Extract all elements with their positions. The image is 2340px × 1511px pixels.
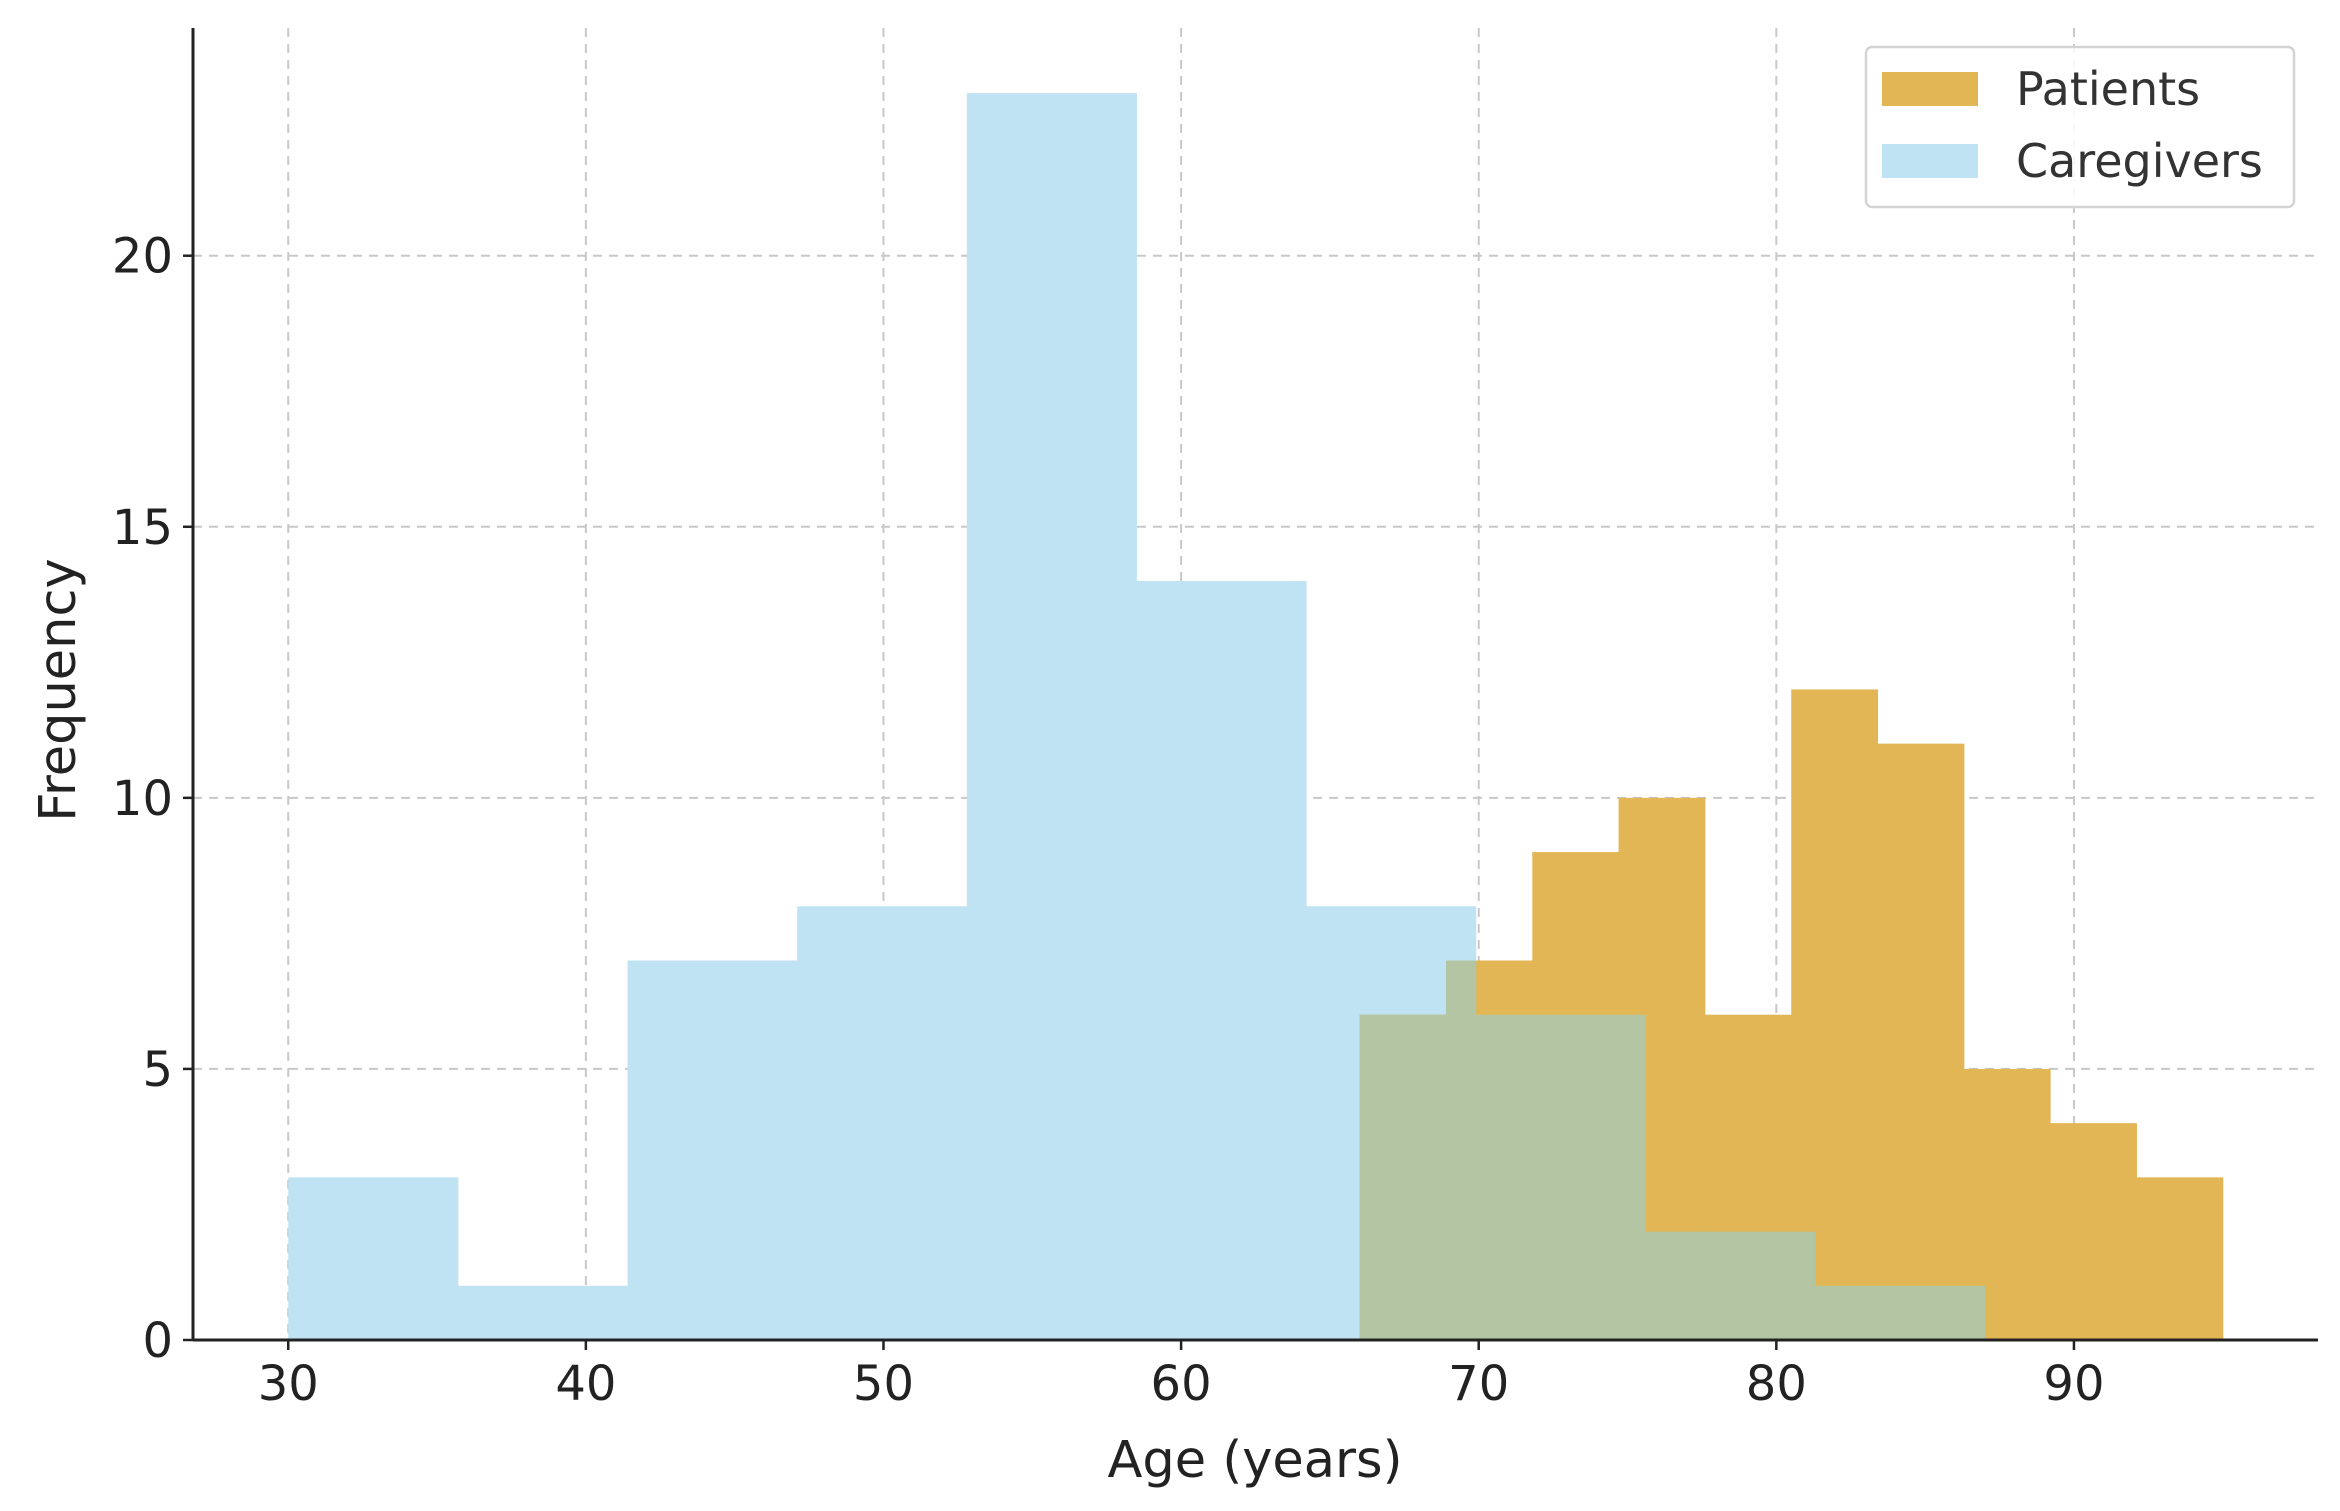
y-tick-label: 15	[112, 500, 173, 556]
overlap-bar	[1359, 1014, 1447, 1340]
legend-swatch	[1882, 72, 1978, 106]
legend: Patients Caregivers	[1864, 45, 2296, 209]
overlap-bar	[1475, 1014, 1533, 1340]
y-axis-title: Frequency	[29, 558, 88, 821]
overlap-bar	[1645, 1231, 1706, 1340]
x-tick-label: 80	[1746, 1356, 1807, 1412]
histogram-bar	[457, 1285, 629, 1340]
axes	[191, 28, 2318, 1342]
histogram-bar	[627, 960, 798, 1340]
y-tick-label: 5	[142, 1042, 173, 1098]
histogram-bar	[1877, 743, 1965, 1340]
x-tick-label: 30	[258, 1356, 319, 1412]
histogram-bars	[288, 93, 2224, 1340]
histogram-bar	[288, 1177, 459, 1340]
overlap-bar	[1877, 1285, 1965, 1340]
x-tick-label: 70	[1448, 1356, 1509, 1412]
legend-swatch	[1882, 144, 1978, 178]
x-tick-label: 50	[853, 1356, 914, 1412]
x-tick-label: 90	[2043, 1356, 2104, 1412]
overlap-region	[1359, 960, 1986, 1340]
histogram-bar	[797, 906, 968, 1340]
x-tick-label: 60	[1151, 1356, 1212, 1412]
axis-ticks: 30 40 50 60 70 80 90 0 5 10 15 20	[112, 229, 2105, 1412]
x-tick-label: 40	[555, 1356, 616, 1412]
overlap-bar	[1791, 1231, 1816, 1340]
histogram-bar	[2050, 1123, 2137, 1340]
overlap-bar	[1445, 960, 1477, 1340]
histogram-bar	[1136, 580, 1307, 1340]
overlap-bar	[1618, 1014, 1646, 1340]
histogram-bar	[966, 93, 1137, 1340]
legend-label: Caregivers	[2016, 134, 2263, 188]
overlap-bar	[1532, 1014, 1620, 1340]
x-axis-title: Age (years)	[1108, 1431, 1403, 1490]
y-tick-label: 20	[112, 229, 173, 285]
overlap-bar	[1963, 1285, 1986, 1340]
y-tick-label: 0	[142, 1313, 173, 1369]
overlap-bar	[1704, 1231, 1792, 1340]
legend-label: Patients	[2016, 62, 2200, 116]
histogram-bar	[2136, 1177, 2224, 1340]
overlap-bar	[1815, 1285, 1879, 1340]
y-tick-label: 10	[112, 771, 173, 827]
